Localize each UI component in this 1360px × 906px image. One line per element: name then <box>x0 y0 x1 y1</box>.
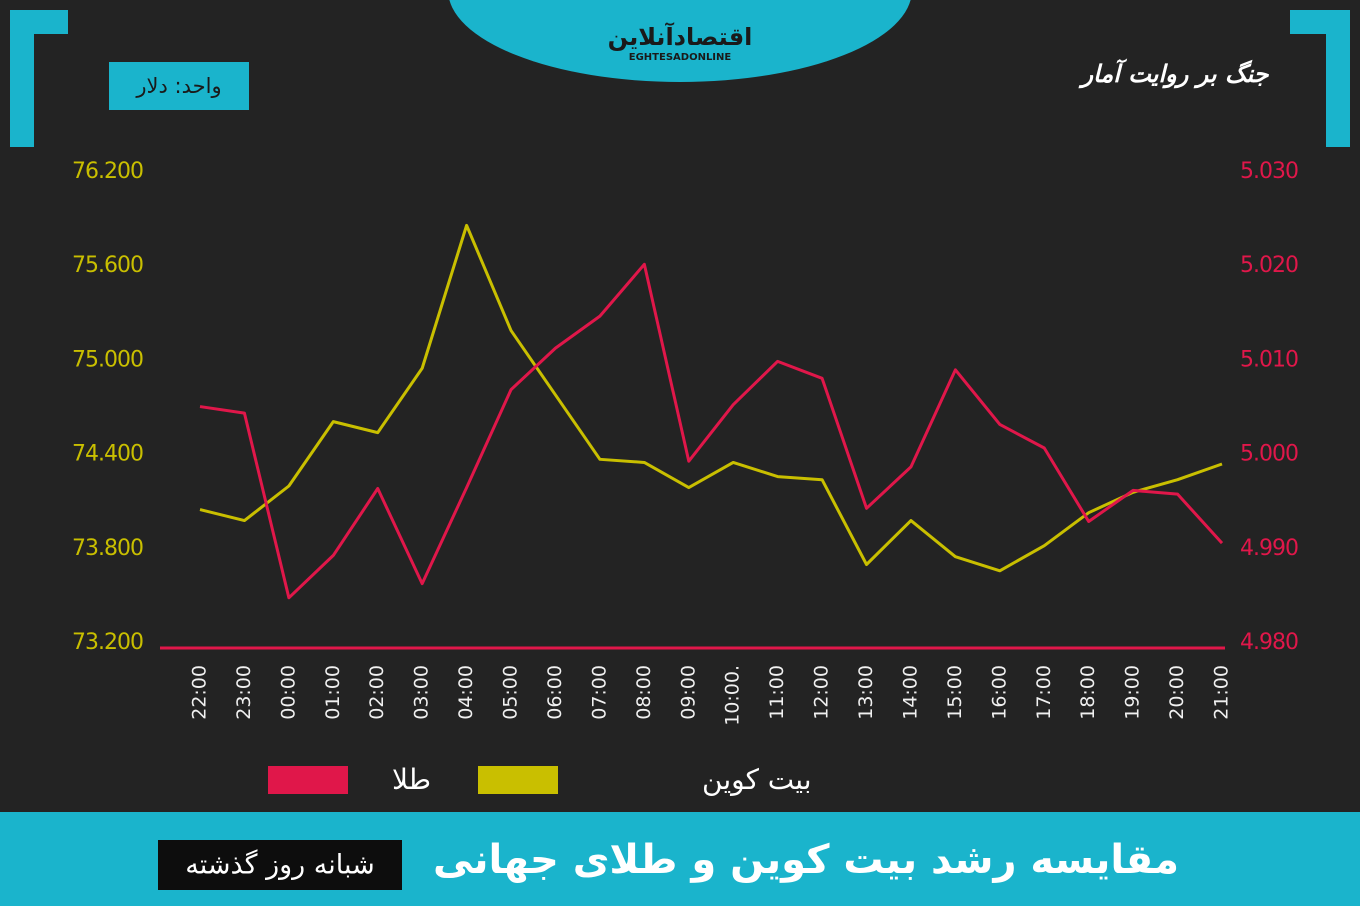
y2-tick-label: 5.000 <box>1240 442 1298 467</box>
x-tick-label: 06:00 <box>544 665 566 720</box>
x-tick-label: 14:00 <box>899 665 921 720</box>
y2-tick-label: 5.020 <box>1240 253 1298 278</box>
subtitle-box <box>158 840 402 890</box>
series-line <box>199 223 1223 573</box>
y-tick-label: 76.200 <box>72 159 143 184</box>
x-tick-label: 04:00 <box>455 665 477 720</box>
x-tick-label: 08:00 <box>633 665 655 720</box>
logo: اقتصادآنلاین <box>608 22 753 51</box>
corner-bracket <box>10 10 68 147</box>
legend-label: بیت کوین <box>702 763 812 796</box>
tagline: جنگ بر روایت آمار <box>1077 58 1269 89</box>
x-tick-label: 01:00 <box>322 665 344 720</box>
x-tick-label: 05:00 <box>500 665 522 720</box>
x-tick-label: 02:00 <box>366 665 388 720</box>
x-tick-label: 00:00 <box>277 665 299 720</box>
x-tick-label: 09:00 <box>677 665 699 720</box>
y2-tick-label: 5.030 <box>1240 159 1298 184</box>
x-tick-label: 23:00 <box>233 665 255 720</box>
x-tick-label: 13:00 <box>855 665 877 720</box>
x-tick-label: 12:00 <box>811 665 833 720</box>
x-tick-label: 03:00 <box>411 665 433 720</box>
y-tick-label: 75.000 <box>72 347 143 372</box>
legend-label: طلا <box>392 763 431 796</box>
y2-tick-label: 4.980 <box>1240 630 1298 655</box>
y-tick-label: 74.400 <box>72 442 143 467</box>
x-tick-label: 10:00. <box>722 665 744 726</box>
x-tick-label: 16:00 <box>988 665 1010 720</box>
y-tick-label: 73.200 <box>72 630 143 655</box>
x-tick-label: 17:00 <box>1033 665 1055 720</box>
y2-tick-label: 5.010 <box>1240 347 1298 372</box>
y-tick-label: 75.600 <box>72 253 143 278</box>
subtitle: شبانه روز گذشته <box>185 849 375 881</box>
logo-latin: EGHTESADONLINE <box>629 52 732 63</box>
series-line <box>199 262 1224 600</box>
x-tick-label: 15:00 <box>944 665 966 720</box>
logo-badge <box>449 0 911 82</box>
unit-box <box>109 62 249 110</box>
x-tick-label: 22:00 <box>189 665 211 720</box>
y2-tick-label: 4.990 <box>1240 536 1298 561</box>
x-tick-label: 07:00 <box>588 665 610 720</box>
y-tick-label: 73.800 <box>72 536 143 561</box>
legend-swatch <box>268 766 348 794</box>
x-tick-label: 18:00 <box>1077 665 1099 720</box>
x-tick-label: 21:00 <box>1211 665 1233 720</box>
chart-title: مقایسه رشد بیت کوین و طلای جهانی <box>433 837 1179 883</box>
x-tick-label: 11:00 <box>766 665 788 720</box>
unit-label: واحد: دلار <box>135 74 221 98</box>
x-tick-label: 20:00 <box>1166 665 1188 720</box>
corner-bracket <box>1290 10 1350 147</box>
legend-swatch <box>478 766 558 794</box>
x-tick-label: 19:00 <box>1122 665 1144 720</box>
